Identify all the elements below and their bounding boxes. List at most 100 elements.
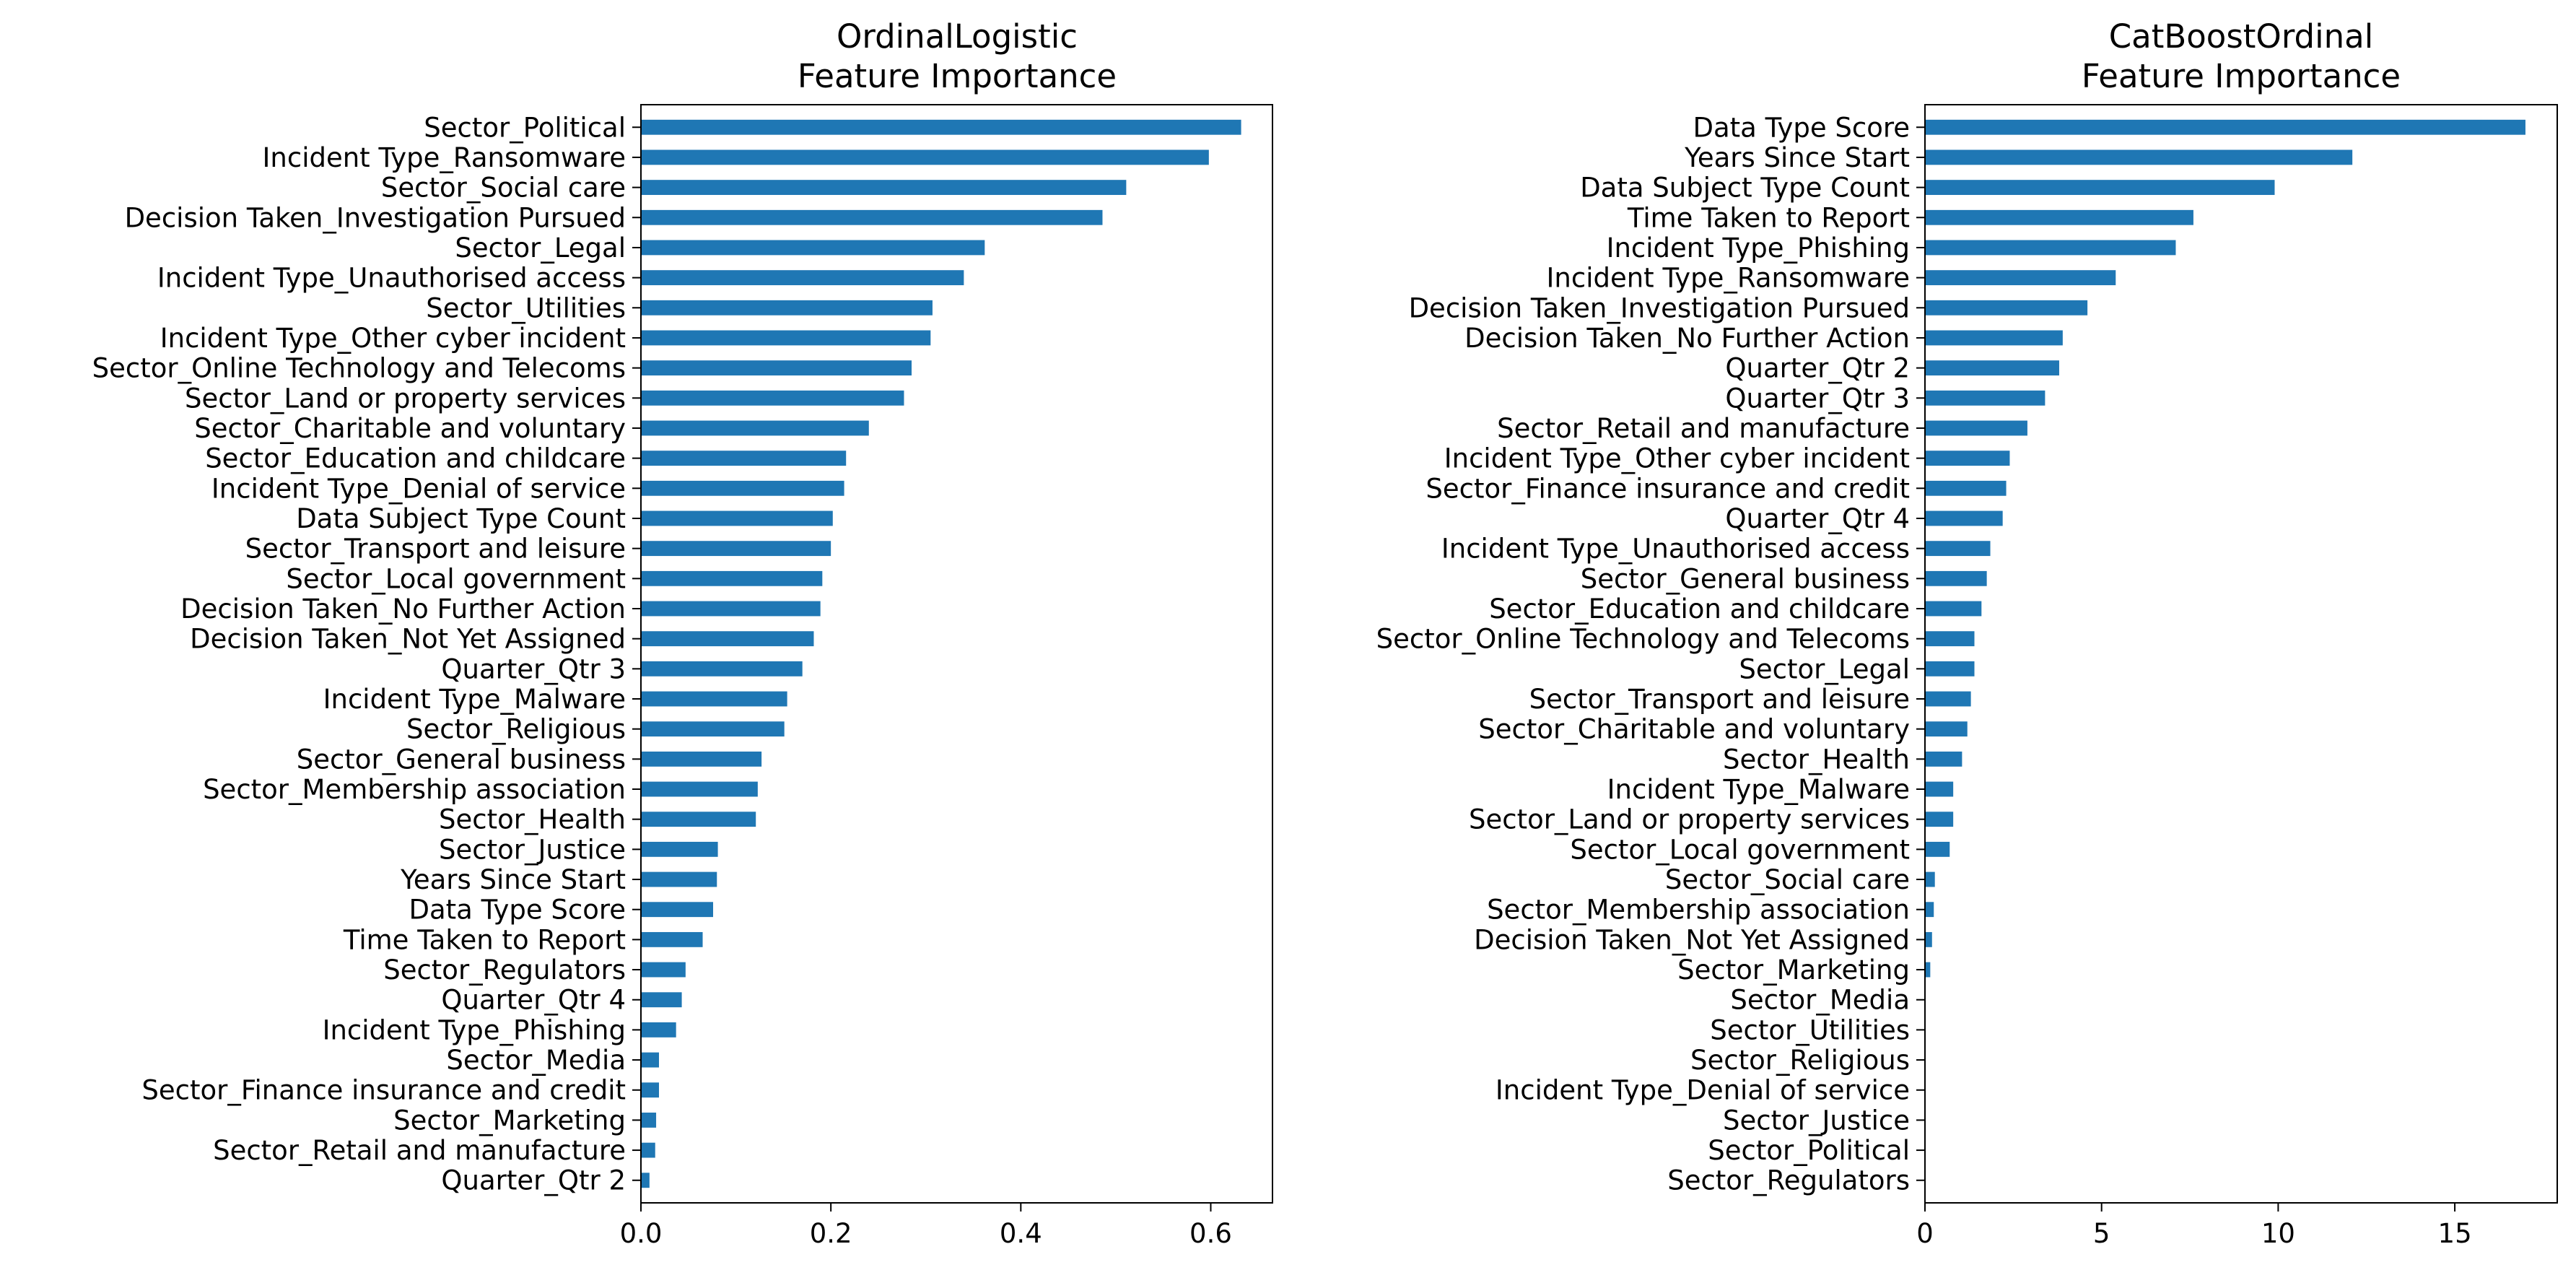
bar-decision-taken-no-further-action — [641, 601, 821, 617]
bar-incident-type-other-cyber-incident — [641, 330, 931, 346]
y-tick-label: Sector_Charitable and voluntary — [1478, 714, 1910, 745]
y-tick-label: Incident Type_Unauthorised access — [157, 263, 626, 294]
y-tick-label: Sector_Land or property services — [1469, 804, 1910, 835]
bar-incident-type-malware — [641, 691, 787, 707]
y-tick-label: Sector_Finance insurance and credit — [141, 1075, 626, 1106]
y-tick-label: Sector_Online Technology and Telecoms — [1376, 624, 1910, 655]
bar-sector-transport-and-leisure — [641, 541, 831, 557]
bar-quarter-qtr-3 — [1925, 390, 2045, 406]
chart-title-line: CatBoostOrdinal — [2109, 17, 2373, 56]
bar-incident-type-phishing — [1925, 240, 2176, 256]
y-tick-label: Incident Type_Denial of service — [1496, 1075, 1910, 1106]
y-tick-label: Sector_Regulators — [1667, 1165, 1910, 1196]
y-tick-label: Sector_General business — [297, 744, 626, 775]
bar-sector-education-and-childcare — [1925, 601, 1982, 617]
bar-incident-type-malware — [1925, 781, 1954, 797]
y-tick-label: Sector_Legal — [455, 232, 626, 264]
y-tick-label: Sector_Transport and leisure — [245, 534, 626, 565]
x-tick-label: 10 — [2261, 1218, 2295, 1249]
bar-time-taken-to-report — [1925, 209, 2193, 225]
y-tick-label: Quarter_Qtr 2 — [1725, 353, 1910, 384]
bar-data-subject-type-count — [1925, 180, 2275, 196]
y-tick-label: Quarter_Qtr 2 — [441, 1165, 626, 1196]
y-tick-label: Incident Type_Unauthorised access — [1441, 534, 1910, 565]
y-tick-label: Sector_Utilities — [1710, 1014, 1910, 1045]
y-tick-label: Years Since Start — [1684, 142, 1910, 173]
bar-sector-online-technology-and-telecoms — [1925, 631, 1975, 647]
bar-sector-media — [641, 1052, 659, 1068]
bar-sector-social-care — [641, 180, 1127, 196]
bar-sector-online-technology-and-telecoms — [641, 360, 912, 376]
bar-decision-taken-investigation-pursued — [1925, 300, 2088, 316]
bar-sector-justice — [641, 841, 718, 857]
x-tick-label: 0.0 — [620, 1218, 663, 1249]
bar-sector-charitable-and-voluntary — [1925, 721, 1968, 737]
bar-sector-local-government — [641, 570, 823, 586]
y-tick-label: Time Taken to Report — [343, 924, 626, 955]
bar-sector-land-or-property-services — [641, 390, 904, 406]
bar-sector-general-business — [1925, 570, 1987, 586]
bar-decision-taken-not-yet-assigned — [1925, 931, 1932, 947]
y-tick-label: Sector_Marketing — [393, 1105, 626, 1136]
y-tick-label: Decision Taken_Not Yet Assigned — [190, 624, 626, 655]
y-tick-label: Incident Type_Ransomware — [1546, 263, 1910, 294]
y-tick-label: Incident Type_Malware — [1607, 774, 1910, 805]
y-tick-label: Time Taken to Report — [1627, 202, 1910, 233]
y-tick-label: Sector_Education and childcare — [1489, 593, 1910, 625]
y-tick-label: Sector_Religious — [406, 714, 626, 745]
y-tick-label: Sector_Transport and leisure — [1529, 684, 1910, 715]
bar-sector-marketing — [641, 1112, 657, 1128]
bar-decision-taken-investigation-pursued — [641, 209, 1103, 225]
bar-sector-land-or-property-services — [1925, 812, 1954, 827]
bar-sector-health — [1925, 751, 1962, 767]
x-tick-label: 0.6 — [1189, 1218, 1232, 1249]
bar-sector-membership-association — [641, 781, 758, 797]
y-tick-label: Data Type Score — [409, 895, 626, 926]
y-tick-label: Sector_Online Technology and Telecoms — [92, 353, 626, 384]
bar-incident-type-phishing — [641, 1022, 676, 1038]
x-tick-label: 0.2 — [810, 1218, 852, 1249]
bar-quarter-qtr-3 — [641, 661, 803, 677]
y-tick-label: Decision Taken_Investigation Pursued — [1409, 292, 1910, 323]
x-tick-label: 15 — [2438, 1218, 2472, 1249]
bar-sector-charitable-and-voluntary — [641, 420, 869, 436]
bar-sector-political — [641, 119, 1241, 135]
bar-years-since-start — [1925, 149, 2353, 165]
chart-title-line: Feature Importance — [798, 57, 1117, 95]
bar-quarter-qtr-4 — [641, 992, 682, 1008]
bar-sector-finance-insurance-and-credit — [1925, 480, 2007, 496]
y-tick-label: Decision Taken_Investigation Pursued — [125, 202, 626, 233]
y-tick-label: Sector_Retail and manufacture — [213, 1135, 626, 1166]
bar-sector-finance-insurance-and-credit — [641, 1082, 659, 1098]
y-tick-label: Sector_Health — [439, 804, 626, 835]
y-tick-label: Sector_General business — [1581, 563, 1910, 594]
y-tick-label: Incident Type_Denial of service — [211, 473, 626, 504]
x-tick-label: 5 — [2093, 1218, 2110, 1249]
y-tick-label: Sector_Religious — [1690, 1045, 1910, 1076]
bar-sector-utilities — [641, 300, 933, 316]
y-tick-label: Incident Type_Phishing — [1607, 232, 1910, 264]
bar-sector-legal — [641, 240, 985, 256]
axes-frame — [1924, 104, 2558, 1204]
y-tick-label: Sector_Media — [1730, 985, 1910, 1016]
y-tick-label: Sector_Education and childcare — [205, 443, 626, 474]
y-tick-label: Sector_Charitable and voluntary — [194, 413, 626, 444]
y-tick-label: Sector_Social care — [1665, 864, 1910, 895]
y-tick-label: Sector_Political — [1708, 1135, 1910, 1166]
bar-quarter-qtr-2 — [641, 1173, 650, 1188]
bar-decision-taken-no-further-action — [1925, 330, 2063, 346]
bar-data-type-score — [1925, 119, 2525, 135]
bar-data-subject-type-count — [641, 510, 833, 526]
y-tick-label: Data Subject Type Count — [296, 503, 626, 534]
bar-incident-type-ransomware — [641, 149, 1209, 165]
bar-sector-regulators — [641, 962, 686, 978]
bar-incident-type-denial-of-service — [641, 480, 844, 496]
y-tick-label: Sector_Local government — [286, 563, 626, 594]
y-tick-label: Decision Taken_No Further Action — [180, 593, 626, 625]
y-tick-label: Sector_Membership association — [203, 774, 626, 805]
y-tick-label: Sector_Marketing — [1677, 954, 1910, 986]
y-tick-label: Quarter_Qtr 3 — [1725, 383, 1910, 414]
y-tick-label: Sector_Membership association — [1487, 895, 1910, 926]
x-tick-label: 0.4 — [1000, 1218, 1042, 1249]
